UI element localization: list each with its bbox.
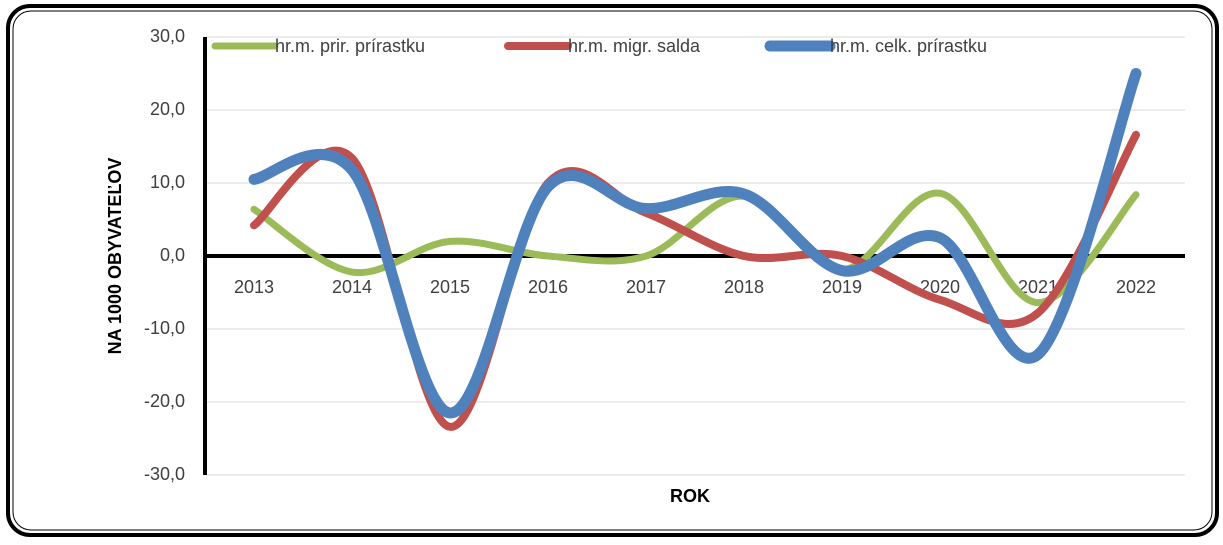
y-tick-label: -10,0 [144, 318, 185, 338]
x-tick-label: 2015 [430, 277, 470, 297]
x-tick-label: 2022 [1116, 277, 1156, 297]
legend-label: hr.m. prir. prírastku [275, 36, 425, 56]
x-tick-label: 2013 [234, 277, 274, 297]
y-tick-label: 20,0 [150, 99, 185, 119]
series-line [248, 68, 1142, 419]
x-tick-label: 2021 [1018, 277, 1058, 297]
x-tick-label: 2014 [332, 277, 372, 297]
legend-label: hr.m. migr. salda [568, 36, 701, 56]
series-line [250, 189, 1140, 307]
chart-frame-inner [12, 10, 1213, 531]
x-tick-label: 2018 [724, 277, 764, 297]
x-axis-label: ROK [670, 486, 710, 506]
x-tick-label: 2016 [528, 277, 568, 297]
x-tick-label: 2020 [920, 277, 960, 297]
x-tick-label: 2017 [626, 277, 666, 297]
y-tick-label: -20,0 [144, 391, 185, 411]
y-tick-label: 0,0 [160, 245, 185, 265]
chart-frame [6, 4, 1219, 537]
y-tick-label: -30,0 [144, 464, 185, 484]
y-tick-label: 10,0 [150, 172, 185, 192]
x-tick-label: 2019 [822, 277, 862, 297]
legend-label: hr.m. celk. prírastku [830, 36, 987, 56]
y-axis-label: NA 1000 OBYVATEĽOV [105, 158, 125, 355]
y-tick-label: 30,0 [150, 26, 185, 46]
